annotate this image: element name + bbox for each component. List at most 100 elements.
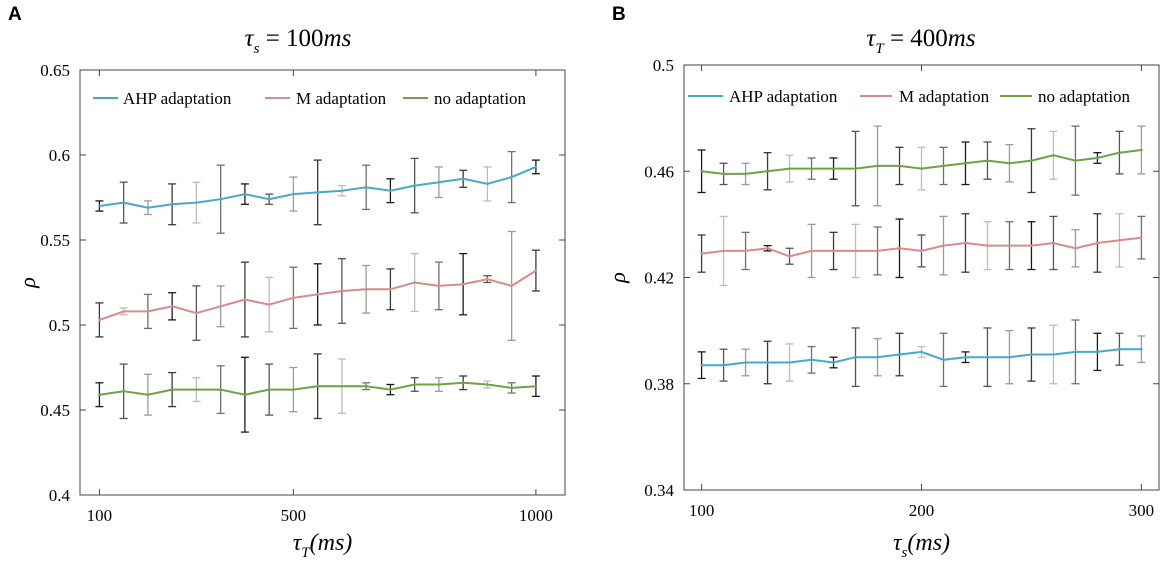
data-point <box>898 247 901 250</box>
data-point <box>942 164 945 168</box>
data-point <box>854 167 857 170</box>
data-point <box>832 249 835 253</box>
data-point <box>788 167 791 170</box>
data-point <box>146 206 150 209</box>
legend-label: AHP adaptation <box>123 89 232 108</box>
data-point <box>876 164 879 168</box>
legend-label: M adaptation <box>899 87 990 106</box>
data-point <box>486 277 489 281</box>
data-point <box>1008 355 1011 359</box>
data-point <box>964 162 967 165</box>
data-point <box>364 288 368 291</box>
series-no-adaptation <box>95 353 540 433</box>
legend-label: AHP adaptation <box>729 87 838 106</box>
y-axis-label: ρ <box>605 272 630 284</box>
data-point <box>170 203 174 206</box>
data-point <box>1096 241 1099 245</box>
data-point <box>267 198 271 201</box>
data-point <box>942 244 945 247</box>
data-point <box>744 172 747 176</box>
data-point <box>700 363 703 367</box>
x-axis-label: τs(ms) <box>893 530 950 561</box>
data-point <box>195 388 198 391</box>
data-point <box>876 355 879 359</box>
data-point <box>810 358 813 362</box>
data-point <box>964 355 967 359</box>
series-ahp-adaptation <box>95 150 540 234</box>
chart-title: τs = 100ms <box>245 25 352 57</box>
data-point <box>744 361 747 364</box>
y-tick-label: 0.65 <box>40 61 70 80</box>
data-point <box>146 393 150 396</box>
data-point <box>389 388 392 391</box>
data-point <box>243 192 247 196</box>
data-point <box>722 363 725 367</box>
data-point <box>510 284 513 288</box>
y-tick-label: 0.34 <box>644 481 674 500</box>
data-point <box>413 281 416 284</box>
data-point <box>1052 154 1055 157</box>
data-point <box>292 296 295 299</box>
data-point <box>986 244 989 247</box>
data-point <box>854 355 857 359</box>
x-axis-label: τT(ms) <box>293 530 353 561</box>
data-point <box>788 255 791 258</box>
data-point <box>389 288 392 291</box>
data-point <box>437 181 441 184</box>
data-point <box>1030 159 1033 162</box>
data-point <box>810 167 813 170</box>
legend-label: no adaptation <box>1038 87 1131 106</box>
y-tick-label: 0.5 <box>653 56 674 75</box>
legend: AHP adaptation M adaptation no adaptation <box>93 89 527 108</box>
data-point <box>986 355 989 359</box>
data-point <box>510 175 513 179</box>
y-tick-label: 0.6 <box>49 146 70 165</box>
x-tick-label: 200 <box>909 501 935 520</box>
data-point <box>876 249 879 253</box>
data-point <box>292 388 295 391</box>
data-point <box>766 361 769 364</box>
data-point <box>534 385 538 388</box>
data-point <box>122 310 125 313</box>
data-point <box>832 361 835 364</box>
data-point <box>437 383 441 386</box>
y-tick-label: 0.42 <box>644 269 674 288</box>
data-point <box>461 283 465 286</box>
data-point <box>854 249 857 253</box>
y-tick-label: 0.5 <box>49 316 70 335</box>
legend: AHP adaptation M adaptation no adaptation <box>688 87 1131 106</box>
plot-frame <box>683 64 1160 491</box>
y-tick-label: 0.45 <box>40 401 70 420</box>
data-point <box>1140 348 1143 351</box>
data-point <box>832 167 835 170</box>
data-point <box>920 167 923 170</box>
data-point <box>1118 348 1121 351</box>
data-point <box>316 191 319 194</box>
data-point <box>219 198 222 201</box>
data-point <box>1008 244 1011 247</box>
plot-frame <box>79 69 566 496</box>
data-point <box>1074 350 1077 354</box>
data-point <box>243 298 247 301</box>
data-point <box>534 165 538 169</box>
data-point <box>1030 353 1033 356</box>
data-point <box>170 305 174 308</box>
legend-label: M adaptation <box>296 89 387 108</box>
data-point <box>461 381 465 384</box>
data-point <box>1140 148 1143 152</box>
data-point <box>986 159 989 162</box>
data-point <box>788 361 791 364</box>
data-point <box>486 182 489 186</box>
data-point <box>766 247 769 250</box>
data-point <box>316 385 319 388</box>
data-point <box>1008 162 1011 165</box>
data-point <box>98 318 101 322</box>
data-point <box>1052 353 1055 356</box>
y-axis-label: ρ <box>15 277 40 289</box>
data-point <box>364 186 368 189</box>
data-point <box>486 383 489 386</box>
data-point <box>292 192 295 196</box>
series-m-adaptation <box>697 213 1146 287</box>
